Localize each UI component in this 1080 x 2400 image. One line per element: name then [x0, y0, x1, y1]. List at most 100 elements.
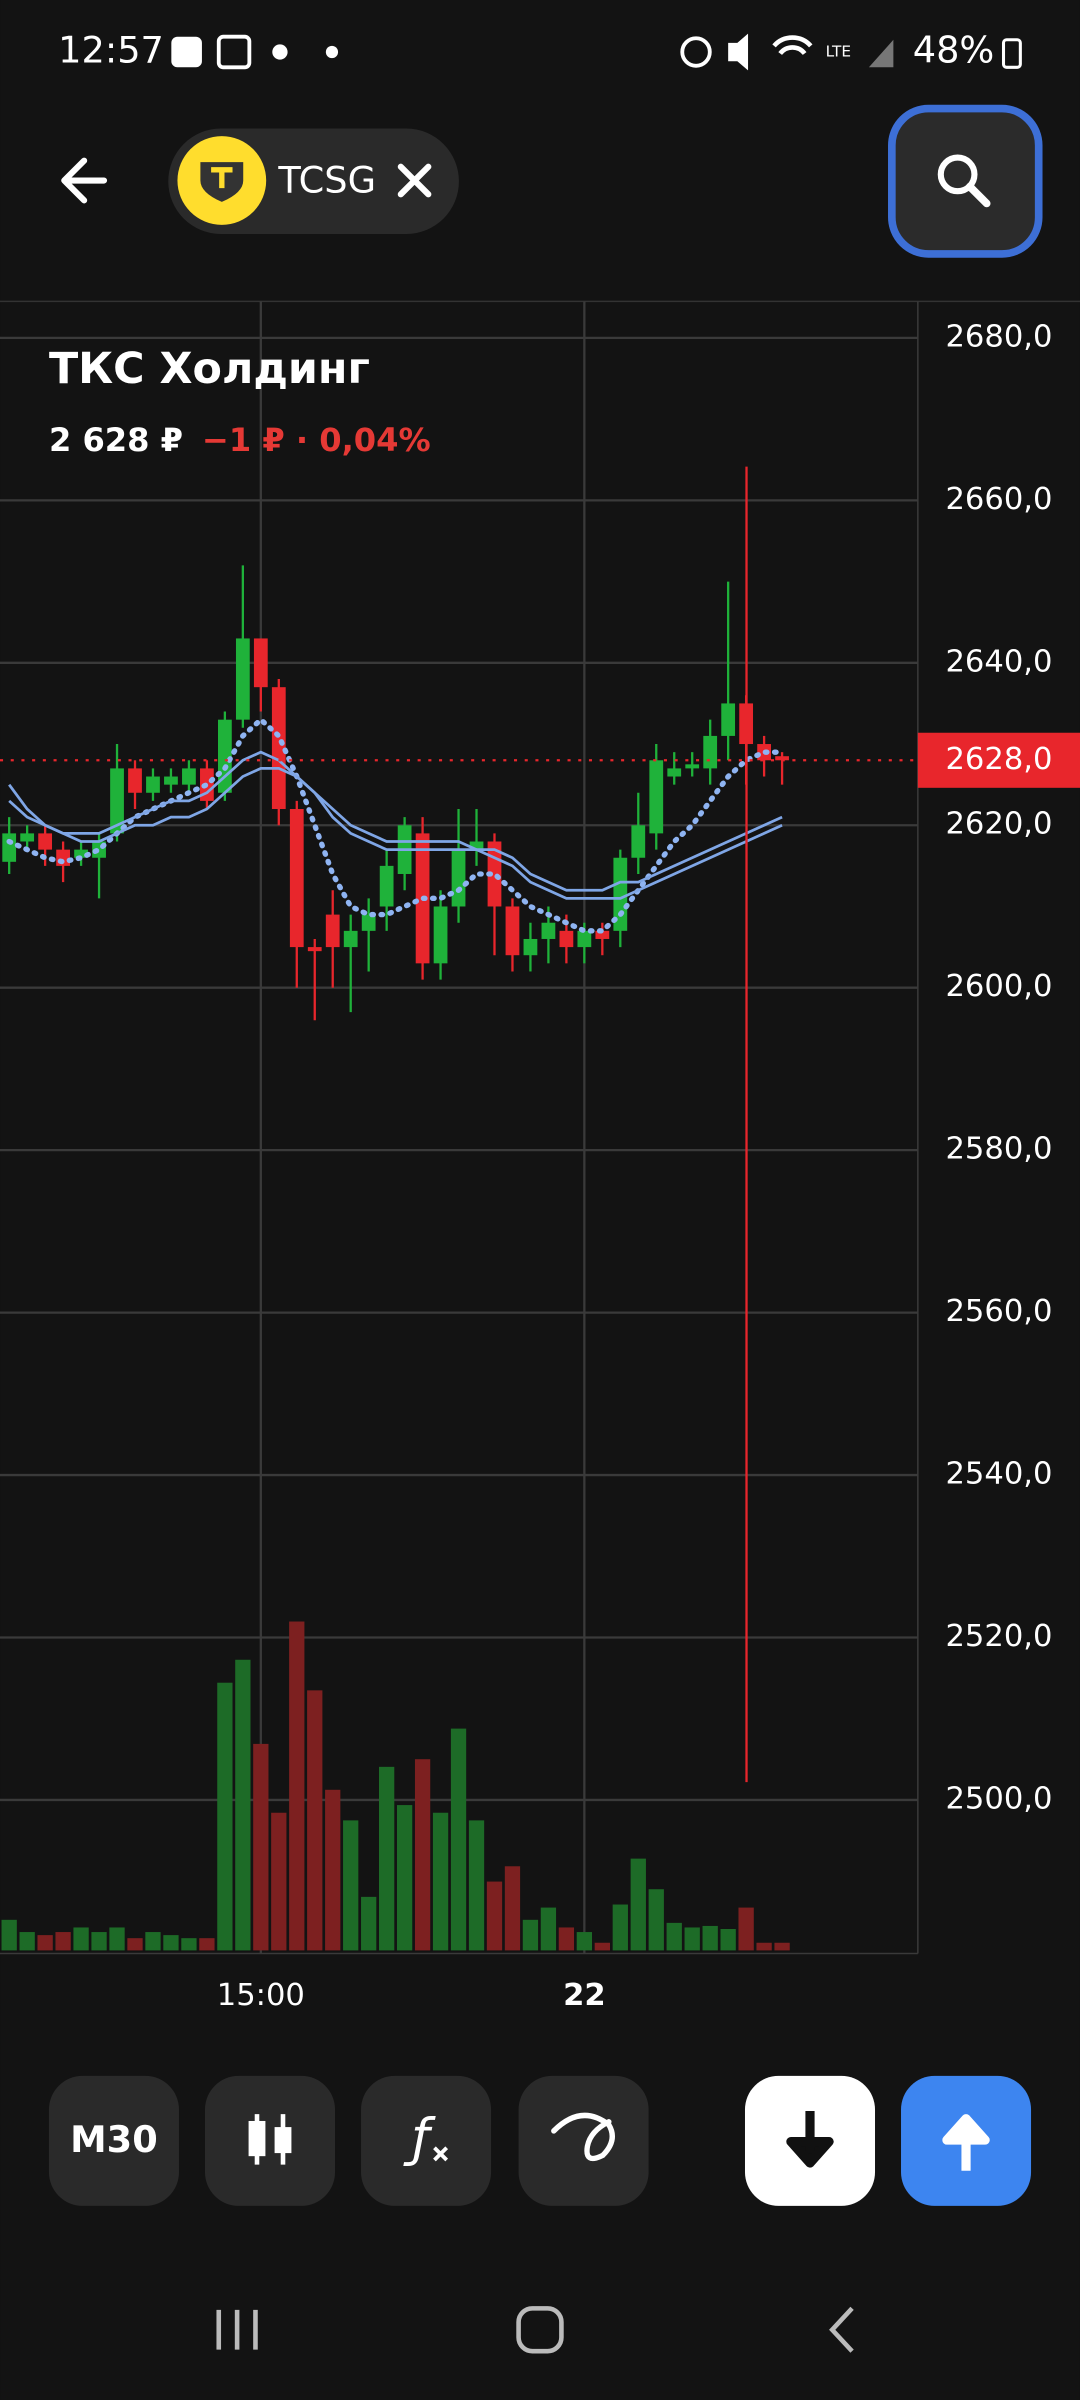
instrument-price: 2 628 ₽ — [49, 421, 183, 459]
candle-body — [20, 833, 35, 842]
candle-body — [667, 768, 682, 777]
volume-bar — [756, 1942, 772, 1951]
volume-bar — [271, 1812, 287, 1951]
price-change: −1 ₽ · 0,04% — [202, 421, 431, 459]
ticker-logo-letter — [211, 167, 233, 189]
candle-body — [289, 809, 304, 948]
x-tick-label: 15:00 — [217, 1978, 305, 2013]
y-tick-label: 2580,0 — [945, 1132, 1052, 1167]
volumes — [1, 1621, 790, 1951]
candle-body — [577, 930, 592, 948]
candle-body — [685, 764, 700, 769]
candle-body — [541, 922, 556, 939]
volume-bar — [145, 1932, 161, 1951]
candle-body — [703, 735, 718, 769]
candle-body — [38, 833, 53, 850]
volume-bar — [558, 1927, 575, 1951]
candle-body — [361, 914, 376, 931]
icon — [868, 39, 894, 68]
volume-bar — [378, 1766, 395, 1951]
volume-bar — [91, 1932, 107, 1951]
candle-body — [631, 825, 646, 858]
volume-bar — [684, 1927, 700, 1951]
volume-bar — [307, 1690, 323, 1951]
candle-body — [235, 638, 250, 720]
volume-bar — [325, 1789, 341, 1951]
candle-body — [2, 833, 17, 862]
candle-body — [146, 776, 160, 793]
volume-bar — [738, 1907, 754, 1951]
volume-bar — [1, 1919, 17, 1951]
candle-body — [307, 947, 322, 952]
candle-body — [271, 687, 286, 810]
sell-icon — [786, 2111, 834, 2168]
y-tick-label: 2660,0 — [945, 482, 1052, 517]
candle-body — [379, 865, 394, 907]
volume-bar — [19, 1932, 35, 1951]
interval-label: M30 — [70, 2118, 158, 2161]
volume-bar — [702, 1925, 718, 1951]
candle-body — [649, 760, 664, 834]
indicators-button[interactable] — [361, 2075, 492, 2206]
moving-averages — [6, 716, 785, 934]
volume-bar — [199, 1938, 215, 1951]
volume-bar — [540, 1907, 557, 1951]
y-tick-label: 2520,0 — [945, 1619, 1052, 1654]
interval-button[interactable] — [48, 2075, 179, 2206]
instrument-title: ТКС Холдинг — [49, 344, 370, 394]
volume-bar — [343, 1820, 359, 1951]
candle-body — [505, 906, 520, 956]
last-price-box — [917, 732, 1080, 788]
status-icons: LTE — [171, 33, 1022, 71]
volume-bar — [37, 1935, 53, 1951]
candle-body — [433, 906, 448, 964]
chart-type-button[interactable] — [204, 2075, 336, 2206]
icon — [680, 36, 712, 68]
icon — [325, 45, 339, 59]
icon — [216, 34, 252, 70]
nav-home[interactable] — [516, 2306, 564, 2354]
volume-bar — [504, 1866, 521, 1951]
search-icon — [966, 182, 991, 208]
volume-bar — [396, 1805, 413, 1951]
nav-back[interactable] — [829, 2306, 854, 2353]
candle-body — [721, 703, 736, 736]
candle-body — [164, 776, 178, 785]
last-price-label: 2628,0 — [945, 742, 1052, 777]
back-button[interactable] — [61, 157, 108, 204]
volume-bar — [468, 1820, 485, 1951]
search-button[interactable] — [888, 104, 1043, 258]
volume-bar — [181, 1938, 197, 1951]
y-tick-label: 2560,0 — [945, 1294, 1052, 1329]
volume-bar — [630, 1858, 646, 1951]
buy-icon — [942, 2114, 990, 2171]
y-tick-label: 2640,0 — [945, 644, 1052, 679]
volume-bar — [612, 1904, 628, 1951]
icon — [1001, 38, 1022, 69]
volume-bar — [720, 1928, 736, 1951]
volume-bar — [414, 1759, 431, 1951]
indicators-icon — [433, 2146, 449, 2162]
y-tick-label: 2600,0 — [945, 969, 1052, 1004]
candle-body — [487, 841, 502, 907]
volume-bar — [450, 1728, 467, 1951]
candle-body — [469, 841, 484, 850]
icon — [272, 44, 288, 60]
candle-body — [559, 930, 574, 948]
drawing-button[interactable] — [518, 2075, 649, 2206]
labels: 2500,0 2520,0 2540,0 2560,0 2580,0 2600,0 2620… — [0, 319, 1080, 2013]
volume-bar — [163, 1935, 179, 1951]
volume-bar — [289, 1621, 305, 1951]
volume-bar — [253, 1743, 269, 1951]
candle-body — [325, 914, 340, 948]
battery-level: 48% — [913, 29, 995, 72]
remove-ticker[interactable] — [397, 163, 432, 198]
nav-recents[interactable] — [216, 2309, 258, 2350]
candle-body — [128, 768, 142, 793]
candle-body — [110, 768, 124, 834]
search-icon — [937, 154, 978, 195]
y-tick-label: 2540,0 — [945, 1457, 1052, 1492]
status-time: 12:57 — [58, 29, 164, 72]
